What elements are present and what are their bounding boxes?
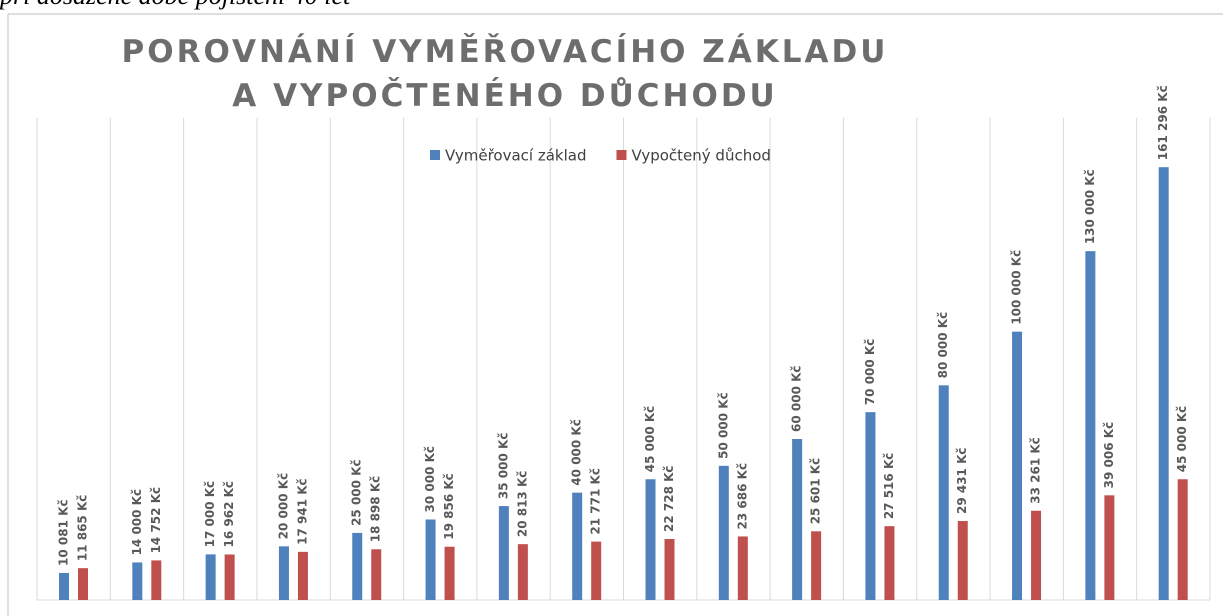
data-label: 18 898 Kč: [369, 476, 383, 543]
data-label: 33 261 Kč: [1029, 437, 1043, 504]
bar: [1085, 251, 1096, 600]
data-label: 100 000 Kč: [1010, 250, 1024, 325]
data-label: 17 941 Kč: [295, 478, 309, 545]
data-label: 20 000 Kč: [276, 473, 290, 540]
bar: [938, 385, 949, 600]
data-label: 60 000 Kč: [790, 365, 804, 432]
bar: [224, 554, 235, 600]
data-label: 70 000 Kč: [863, 339, 877, 406]
data-label: 25 000 Kč: [350, 459, 364, 526]
bar: [498, 506, 509, 600]
bar: [151, 560, 162, 600]
bar: [792, 439, 803, 600]
bar: [1031, 510, 1042, 600]
data-label: 39 006 Kč: [1102, 422, 1116, 489]
legend-swatch: [616, 150, 627, 160]
bar: [1104, 495, 1115, 600]
bar: [132, 562, 143, 600]
bar: [352, 532, 363, 600]
data-label: 21 771 Kč: [589, 468, 603, 535]
data-label: 161 296 Kč: [1156, 85, 1170, 160]
data-label: 19 856 Kč: [442, 473, 456, 540]
bar: [59, 572, 69, 600]
bar: [1177, 479, 1188, 600]
bar: [957, 521, 968, 600]
bar: [78, 568, 88, 600]
bar: [297, 551, 308, 600]
data-label: 50 000 Kč: [716, 392, 730, 459]
bar: [371, 549, 382, 600]
data-label: 30 000 Kč: [423, 446, 437, 513]
data-label: 23 686 Kč: [735, 463, 749, 530]
data-label: 20 813 Kč: [515, 471, 529, 538]
chart-title: POROVNÁNÍ VYMĚŘOVACÍHO ZÁKLADU: [122, 34, 889, 70]
data-label: 11 865 Kč: [76, 495, 90, 562]
chart-title: A VYPOČTENÉHO DŮCHODU: [232, 77, 777, 114]
legend-label: Vypočtený důchod: [631, 147, 770, 165]
data-label: 29 431 Kč: [955, 448, 969, 515]
data-label: 130 000 Kč: [1083, 169, 1097, 244]
bar: [645, 479, 656, 600]
data-label: 17 000 Kč: [203, 481, 217, 548]
legend-label: Vyměřovací základ: [445, 147, 586, 165]
data-label: 45 000 Kč: [643, 406, 657, 473]
bar: [205, 554, 216, 600]
bar: [737, 536, 748, 600]
data-label: 10 081 Kč: [57, 499, 71, 566]
data-label: 14 752 Kč: [149, 487, 163, 554]
bar: [278, 546, 289, 600]
bar: [444, 546, 455, 600]
data-label: 40 000 Kč: [570, 419, 584, 486]
bar: [664, 539, 675, 600]
data-label: 80 000 Kč: [936, 312, 950, 379]
data-label: 27 516 Kč: [882, 453, 896, 520]
data-label: 35 000 Kč: [496, 433, 510, 500]
bar: [425, 519, 436, 600]
bar: [865, 412, 876, 600]
bar: [591, 541, 602, 600]
data-label: 22 728 Kč: [662, 465, 676, 532]
caption: při dosažené době pojištění 40 let: [0, 0, 351, 10]
bar: [811, 531, 822, 600]
legend-swatch: [430, 150, 440, 160]
data-label: 16 962 Kč: [222, 481, 236, 548]
data-label: 14 000 Kč: [130, 489, 144, 556]
bar: [517, 544, 528, 600]
data-label: 45 000 Kč: [1175, 406, 1189, 473]
bar: [572, 492, 583, 600]
data-label: 25 601 Kč: [809, 458, 823, 525]
bar: [718, 465, 729, 600]
bar: [1158, 167, 1169, 600]
bar: [1012, 331, 1023, 600]
bar: [884, 526, 895, 600]
